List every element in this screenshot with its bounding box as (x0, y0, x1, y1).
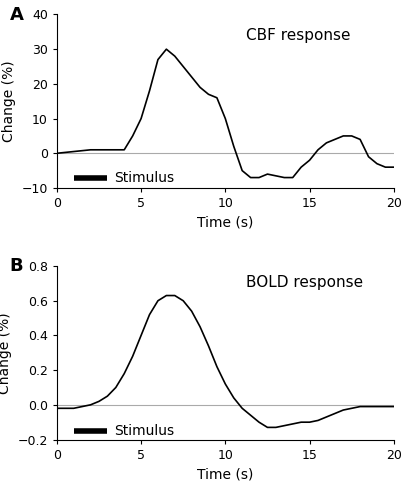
Y-axis label: Change (%): Change (%) (0, 312, 12, 394)
Text: CBF response: CBF response (245, 28, 349, 43)
X-axis label: Time (s): Time (s) (197, 215, 253, 229)
Text: B: B (10, 257, 23, 275)
Text: A: A (10, 6, 23, 24)
Text: BOLD response: BOLD response (245, 275, 362, 290)
Text: Stimulus: Stimulus (114, 170, 174, 185)
Y-axis label: Change (%): Change (%) (2, 60, 16, 142)
X-axis label: Time (s): Time (s) (197, 467, 253, 481)
Text: Stimulus: Stimulus (114, 424, 174, 438)
